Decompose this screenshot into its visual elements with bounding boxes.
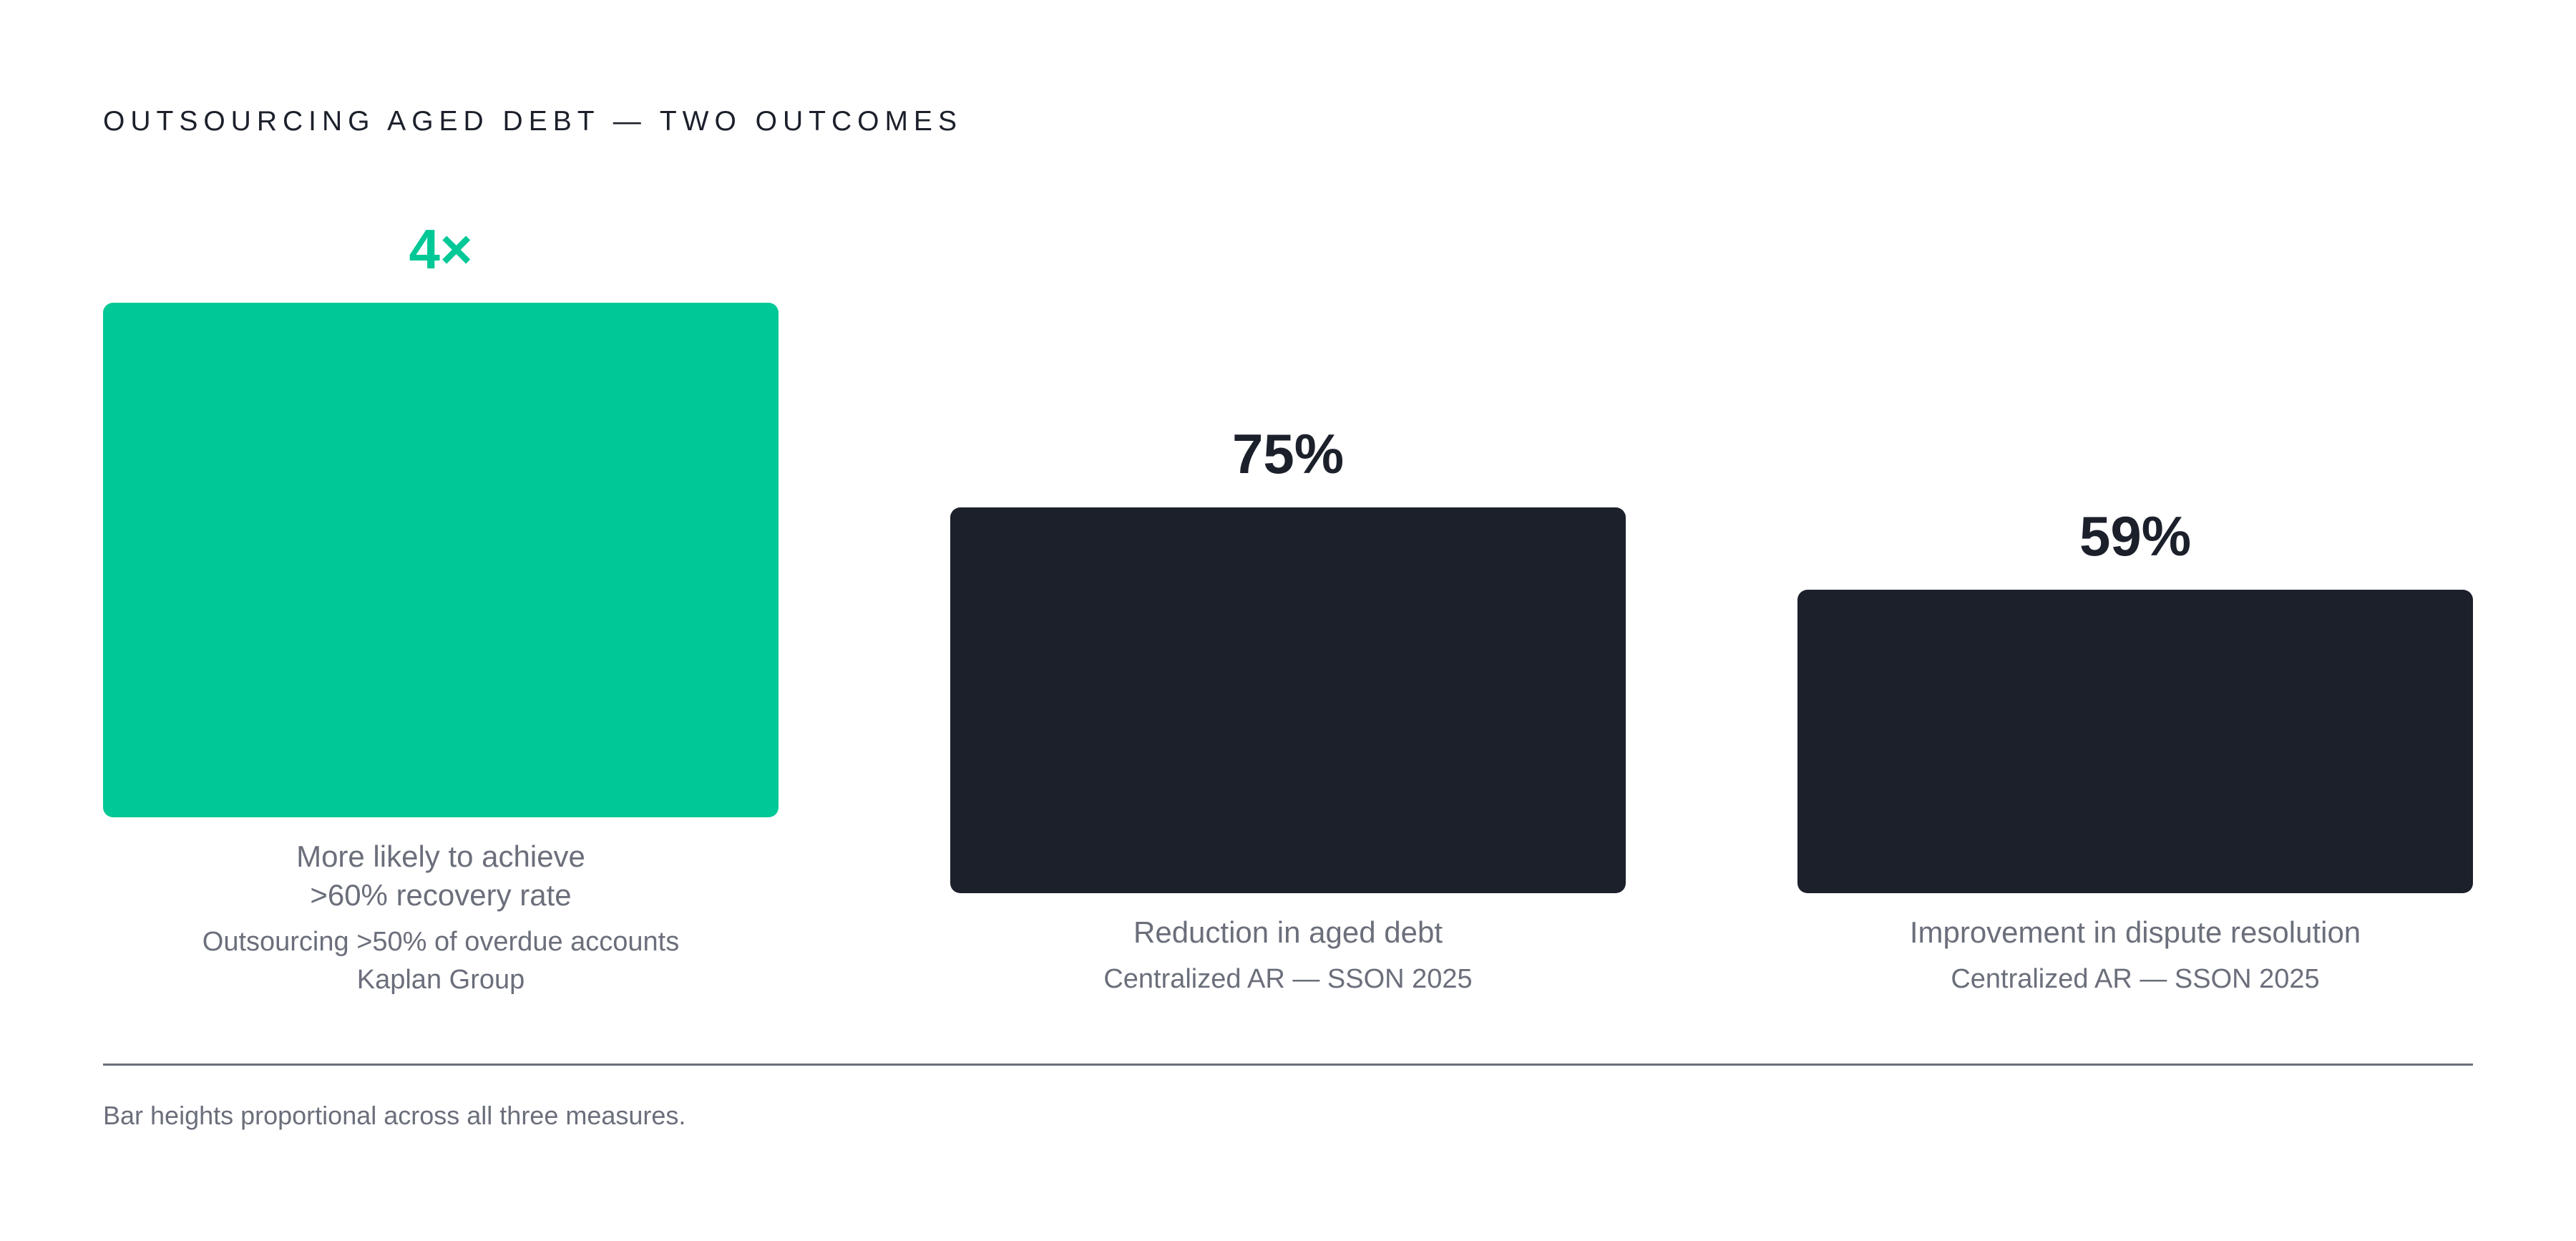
category-label-line: >60% recovery rate bbox=[310, 878, 572, 912]
chart-title: OUTSOURCING AGED DEBT — TWO OUTCOMES bbox=[103, 106, 962, 137]
source-label: Centralized AR — SSON 2025 bbox=[930, 960, 1646, 998]
bar-3 bbox=[1797, 590, 2473, 893]
category-label: Improvement in dispute resolution bbox=[1777, 913, 2493, 952]
category-label-line: Reduction in aged debt bbox=[1133, 915, 1443, 949]
source-label: Outsourcing >50% of overdue accounts Kapl… bbox=[83, 923, 799, 999]
category-label-block-3: Improvement in dispute resolution Central… bbox=[1777, 913, 2493, 998]
value-label-1: 4× bbox=[409, 218, 473, 281]
category-label-block-1: More likely to achieve >60% recovery rate… bbox=[83, 837, 799, 999]
source-label: Centralized AR — SSON 2025 bbox=[1777, 960, 2493, 998]
source-label-line: Kaplan Group bbox=[356, 965, 525, 995]
value-label-3: 59% bbox=[2079, 505, 2192, 568]
source-label-line: Centralized AR — SSON 2025 bbox=[1951, 964, 2320, 994]
divider bbox=[103, 1064, 2473, 1066]
footnote: Bar heights proportional across all thre… bbox=[103, 1101, 686, 1130]
source-label-line: Outsourcing >50% of overdue accounts bbox=[202, 927, 680, 957]
category-label-line: More likely to achieve bbox=[296, 840, 585, 873]
category-label-block-2: Reduction in aged debt Centralized AR — S… bbox=[930, 913, 1646, 998]
bar-2 bbox=[950, 507, 1626, 893]
category-label: More likely to achieve >60% recovery rate bbox=[83, 837, 799, 915]
category-label: Reduction in aged debt bbox=[930, 913, 1646, 952]
source-label-line: Centralized AR — SSON 2025 bbox=[1103, 964, 1473, 994]
category-label-line: Improvement in dispute resolution bbox=[1909, 915, 2361, 949]
bar-1 bbox=[103, 303, 779, 817]
value-label-2: 75% bbox=[1231, 422, 1345, 485]
